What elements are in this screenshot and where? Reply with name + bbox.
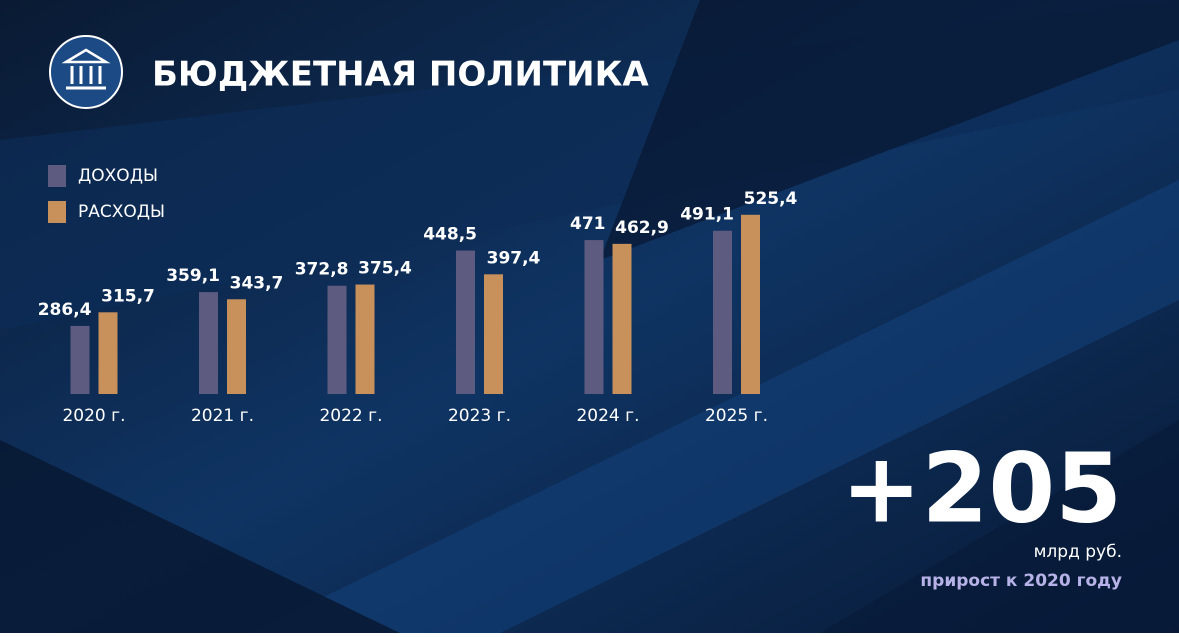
bar (456, 250, 475, 394)
x-tick-label: 2021 г. (191, 406, 254, 426)
value-label: 397,4 (487, 248, 541, 268)
legend-swatch (48, 165, 66, 187)
bar (612, 243, 632, 394)
bar (355, 284, 375, 394)
value-label: 462,9 (615, 218, 669, 238)
bar (199, 292, 218, 394)
value-label: 448,5 (423, 225, 477, 245)
bar (584, 240, 604, 394)
bg-shape (0, 440, 400, 633)
value-label: 286,4 (38, 300, 92, 320)
x-tick-label: 2023 г. (448, 406, 511, 426)
x-tick-label: 2022 г. (319, 406, 382, 426)
legend-label: ДОХОДЫ (78, 166, 158, 186)
x-tick-label: 2024 г. (576, 406, 639, 426)
bar (713, 230, 732, 394)
value-label: 343,7 (230, 273, 284, 293)
legend-swatch (48, 201, 66, 223)
bar (484, 274, 503, 394)
bar (327, 285, 347, 394)
bar (70, 325, 90, 394)
icon (49, 35, 123, 109)
value-label: 315,7 (101, 286, 155, 306)
highlight-unit: млрд руб. (1034, 542, 1122, 562)
value-label: 491,1 (680, 205, 734, 225)
value-label: 525,4 (744, 189, 798, 209)
bg-shape (820, 420, 1179, 633)
highlight-number: +205 (841, 432, 1122, 544)
bar (741, 214, 760, 394)
value-label: 471 (570, 214, 606, 234)
highlight-caption: прирост к 2020 году (920, 571, 1122, 591)
bar (98, 312, 118, 394)
x-tick-label: 2025 г. (705, 406, 768, 426)
bar (227, 299, 246, 394)
chart-title: БЮДЖЕТНАЯ ПОЛИТИКА (152, 55, 649, 95)
value-label: 372,8 (295, 260, 349, 280)
bg-shape (600, 0, 1179, 260)
value-label: 359,1 (166, 266, 220, 286)
bg-shape (250, 180, 1179, 633)
x-tick-label: 2020 г. (62, 406, 125, 426)
legend-label: РАСХОДЫ (78, 202, 165, 222)
value-label: 375,4 (358, 259, 412, 279)
